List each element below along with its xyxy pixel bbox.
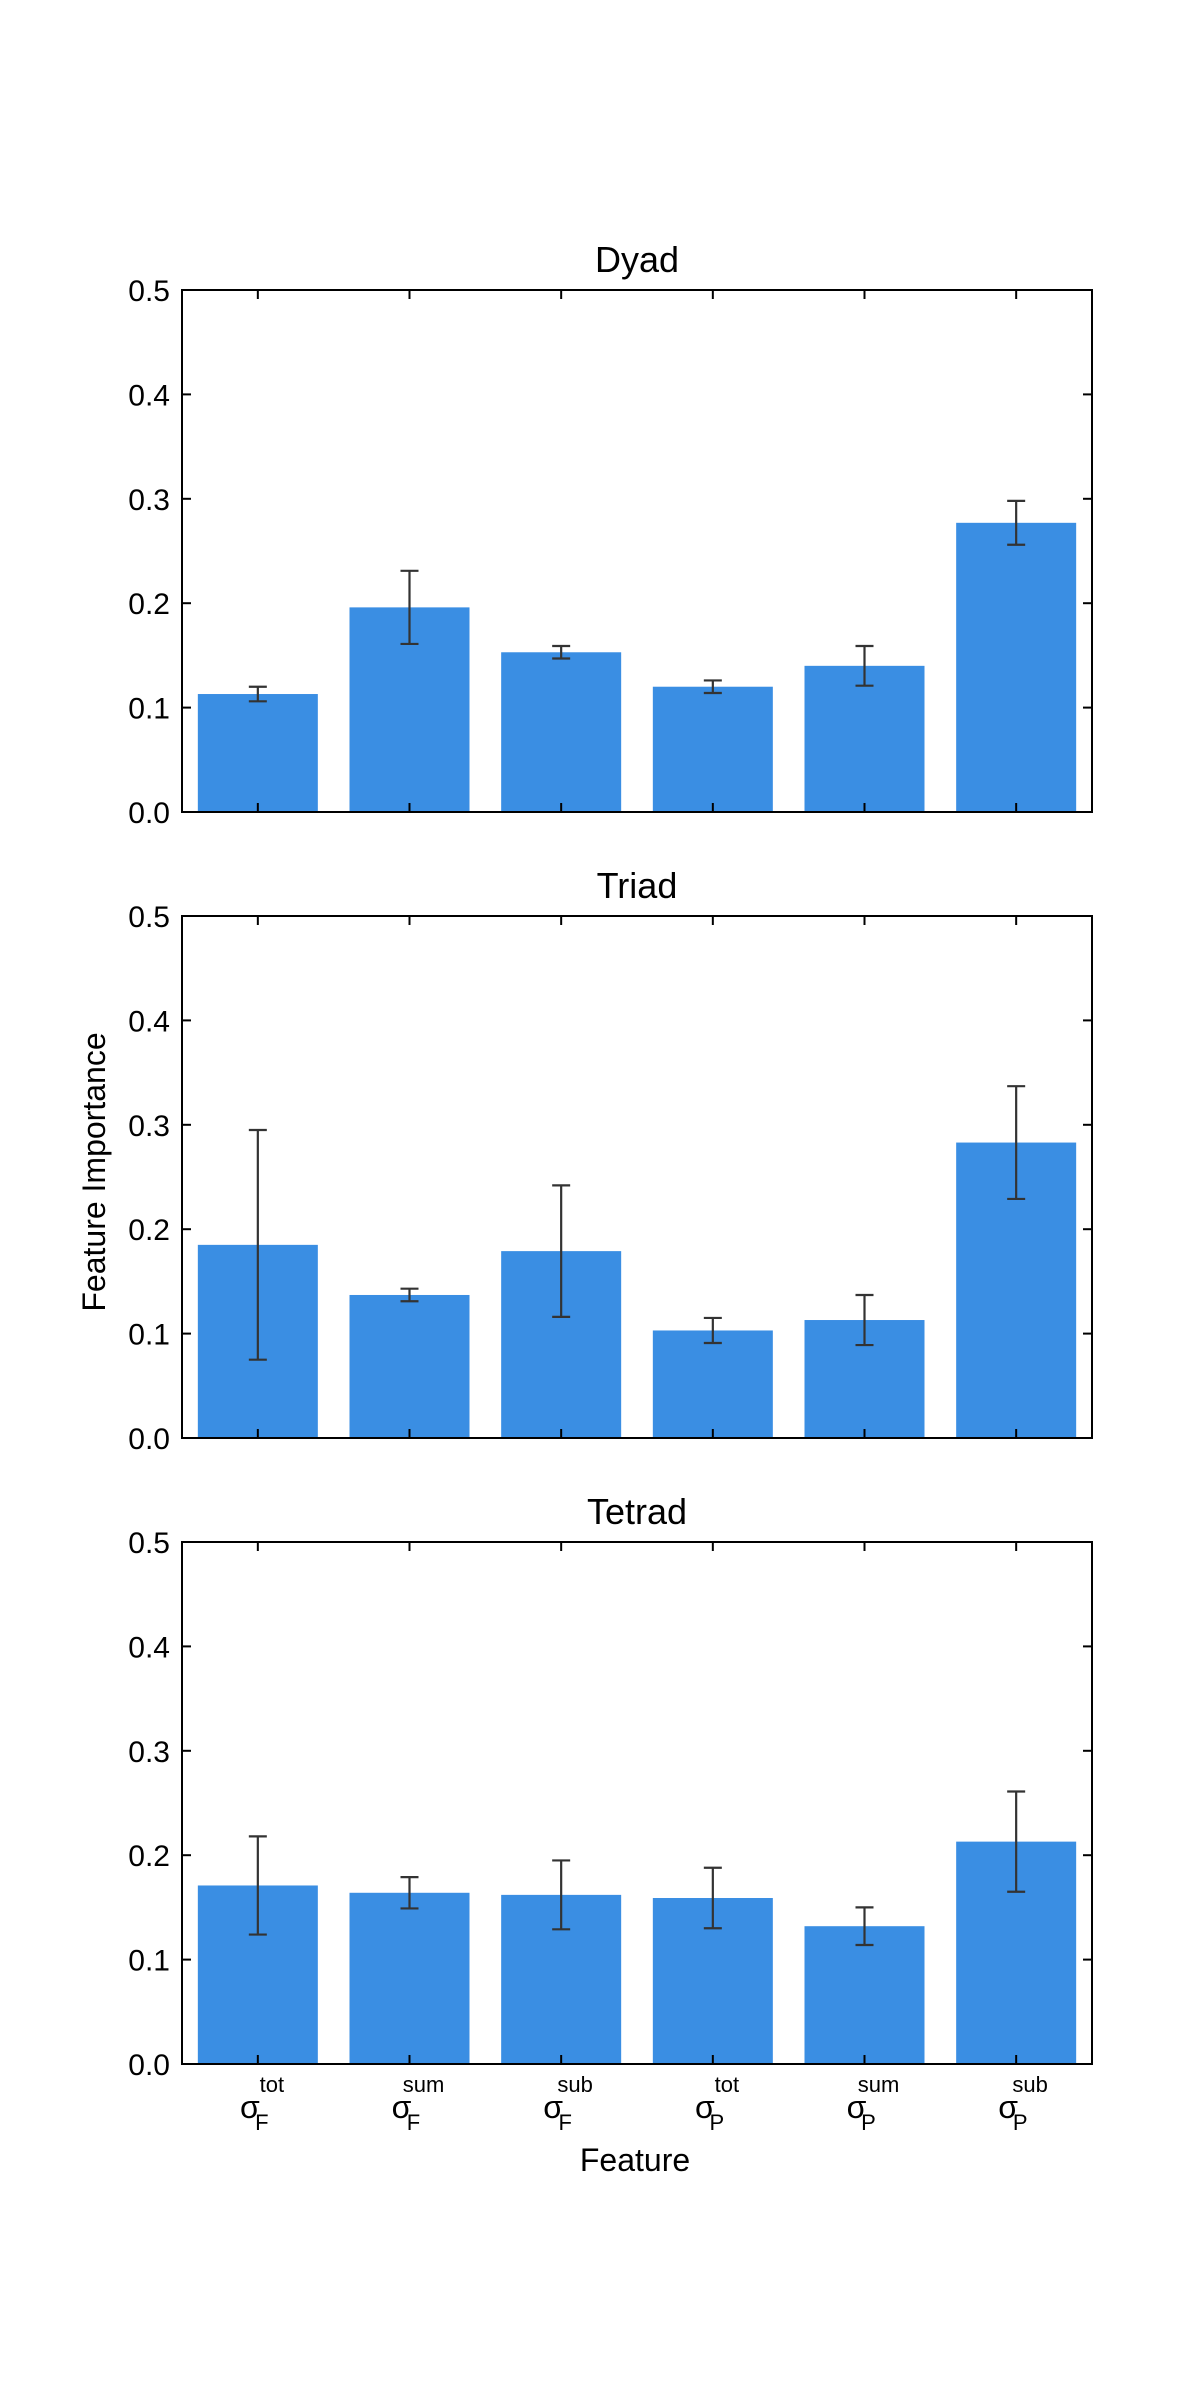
y-tick-label: 0.4	[128, 379, 170, 412]
x-tick-label-superscript: sub	[1012, 2072, 1047, 2097]
x-tick-label-symbol: σ	[847, 2089, 867, 2125]
y-tick-label: 0.1	[128, 1319, 170, 1352]
x-tick-label-superscript: sum	[858, 2072, 900, 2097]
error-bar	[552, 644, 571, 660]
x-tick-label-symbol: σ	[543, 2089, 563, 2125]
error-bar	[552, 1184, 571, 1318]
x-tick-label-symbol: σ	[695, 2089, 715, 2125]
error-bar	[248, 1835, 267, 1936]
x-tick-label-subscript: P	[1013, 2110, 1028, 2135]
y-tick-label: 0.1	[128, 1945, 170, 1978]
error-bar	[703, 1866, 722, 1930]
bar	[501, 652, 622, 812]
y-axis-label: Feature Importance	[76, 1032, 112, 1311]
error-bar	[703, 1316, 722, 1345]
error-bar	[400, 1287, 419, 1303]
x-tick-label-superscript: tot	[715, 2072, 739, 2097]
bar	[197, 694, 318, 812]
y-tick-label: 0.3	[128, 1110, 170, 1143]
chart-panel-triad: Triad 0.0 0.1 0.2 0.3 0.4 0.5	[128, 865, 1093, 1456]
y-tick-label: 0.2	[128, 1214, 170, 1247]
y-tick-label: 0.0	[128, 1423, 170, 1456]
bar	[652, 1330, 773, 1438]
x-axis-label: Feature	[580, 2142, 690, 2178]
chart-panels: Dyad 0.0 0.1 0.2 0.3 0.4 0.5 Triad 0.0 0.1 0.2 0.3 0…	[128, 239, 1093, 2135]
error-bar	[1007, 1790, 1026, 1893]
bar	[349, 1294, 470, 1438]
bar	[804, 665, 925, 812]
error-bar	[400, 1876, 419, 1910]
error-bar	[855, 644, 874, 687]
error-bar	[248, 1128, 267, 1361]
x-tick-label-subscript: F	[558, 2110, 571, 2135]
y-tick-label: 0.5	[128, 901, 170, 934]
plot-frame	[181, 289, 1093, 813]
error-bar	[703, 679, 722, 695]
y-tick-label: 0.2	[128, 1840, 170, 1873]
y-tick-label: 0.3	[128, 1736, 170, 1769]
error-bar	[855, 1906, 874, 1947]
panel-title: Dyad	[595, 239, 679, 280]
x-tick-label-superscript: sub	[557, 2072, 592, 2097]
error-bar	[552, 1859, 571, 1931]
plot-frame	[181, 1541, 1093, 2065]
x-tick-label-subscript: F	[407, 2110, 420, 2135]
bar	[956, 522, 1077, 812]
y-tick-label: 0.0	[128, 797, 170, 830]
x-tick-label-superscript: tot	[260, 2072, 284, 2097]
panel-title: Triad	[597, 865, 678, 906]
bar	[804, 1926, 925, 2064]
chart-panel-tetrad: Tetrad0.00.10.20.30.40.5σFtotσFsumσFsubσ…	[128, 1491, 1093, 2135]
x-tick-label-subscript: P	[861, 2110, 876, 2135]
y-tick-label: 0.1	[128, 693, 170, 726]
error-bar	[1007, 499, 1026, 546]
bar	[652, 686, 773, 812]
bar	[349, 1892, 470, 2064]
error-bar	[1007, 1085, 1026, 1201]
y-tick-label: 0.2	[128, 588, 170, 621]
y-tick-label: 0.4	[128, 1631, 170, 1664]
x-tick-label-symbol: σ	[240, 2089, 260, 2125]
x-tick-label-symbol: σ	[392, 2089, 412, 2125]
plot-frame	[181, 915, 1093, 1439]
y-tick-label: 0.5	[128, 1527, 170, 1560]
y-tick-label: 0.5	[128, 275, 170, 308]
error-bar	[855, 1293, 874, 1347]
error-bar	[248, 685, 267, 703]
x-tick-label-subscript: P	[709, 2110, 724, 2135]
y-tick-label: 0.4	[128, 1005, 170, 1038]
chart-panel-dyad: Dyad 0.0 0.1 0.2 0.3 0.4 0.5	[128, 239, 1093, 830]
x-tick-label-subscript: F	[255, 2110, 268, 2135]
error-bar	[400, 569, 419, 646]
y-tick-label: 0.0	[128, 2049, 170, 2082]
x-tick-label-symbol: σ	[998, 2089, 1018, 2125]
y-tick-label: 0.3	[128, 484, 170, 517]
panel-title: Tetrad	[587, 1491, 687, 1532]
x-tick-label-superscript: sum	[403, 2072, 445, 2097]
